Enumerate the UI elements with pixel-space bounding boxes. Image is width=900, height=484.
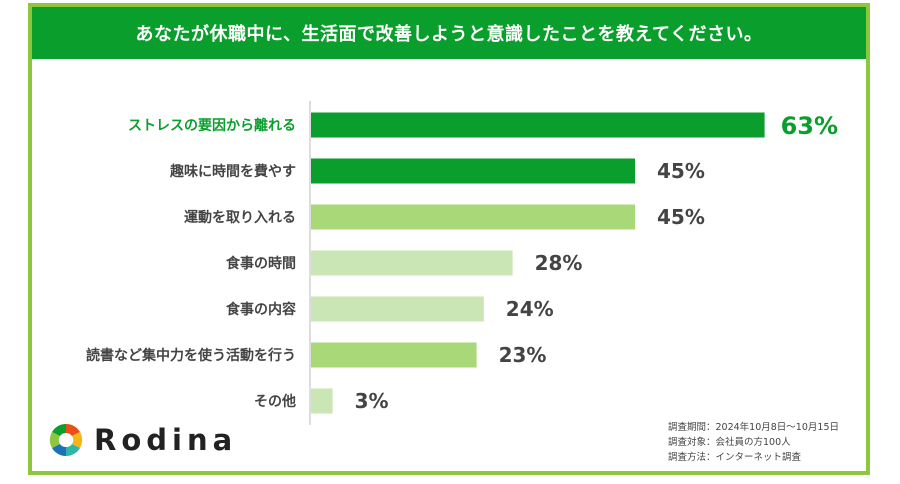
bar bbox=[311, 388, 333, 414]
category-label: 趣味に時間を費やす bbox=[169, 163, 296, 180]
chart-frame: あなたが休職中に、生活面で改善しようと意識したことを教えてください。 bbox=[28, 3, 870, 475]
category-label: 食事の内容 bbox=[226, 301, 296, 318]
bar bbox=[311, 250, 513, 276]
value-label: 45% bbox=[657, 205, 705, 229]
category-label: その他 bbox=[254, 393, 296, 410]
bar bbox=[311, 296, 484, 322]
bar-chart: ストレスの要因から離れる 63% 趣味に時間を費やす 45% 運動を取り入れる 45% 食事… bbox=[86, 101, 838, 425]
value-label: 45% bbox=[657, 159, 705, 183]
survey-target: 調査対象：会社員の方100人 bbox=[668, 437, 791, 448]
survey-notes: 調査期間：2024年10月8日〜10月15日 調査対象：会社員の方100人 調査… bbox=[668, 420, 839, 465]
category-label: 読書など集中力を使う活動を行う bbox=[86, 347, 296, 364]
value-label: 23% bbox=[499, 343, 547, 367]
page-title: あなたが休職中に、生活面で改善しようと意識したことを教えてください。 bbox=[32, 7, 866, 59]
category-label: ストレスの要因から離れる bbox=[128, 117, 296, 134]
value-label: 3% bbox=[355, 389, 389, 413]
bar bbox=[311, 204, 635, 230]
value-label: 28% bbox=[535, 251, 583, 275]
category-label: 運動を取り入れる bbox=[184, 209, 296, 226]
category-label: 食事の時間 bbox=[226, 255, 296, 272]
brand-logo: Rodina bbox=[48, 420, 237, 460]
value-label: 63% bbox=[781, 112, 838, 140]
survey-method: 調査方法：インターネット調査 bbox=[668, 452, 802, 463]
brand-name: Rodina bbox=[94, 423, 238, 457]
bar bbox=[311, 112, 765, 138]
bar bbox=[311, 342, 477, 368]
rodina-logo-icon bbox=[49, 423, 83, 457]
value-label: 24% bbox=[506, 297, 554, 321]
survey-period: 調査期間：2024年10月8日〜10月15日 bbox=[668, 422, 839, 433]
bar bbox=[311, 158, 635, 184]
